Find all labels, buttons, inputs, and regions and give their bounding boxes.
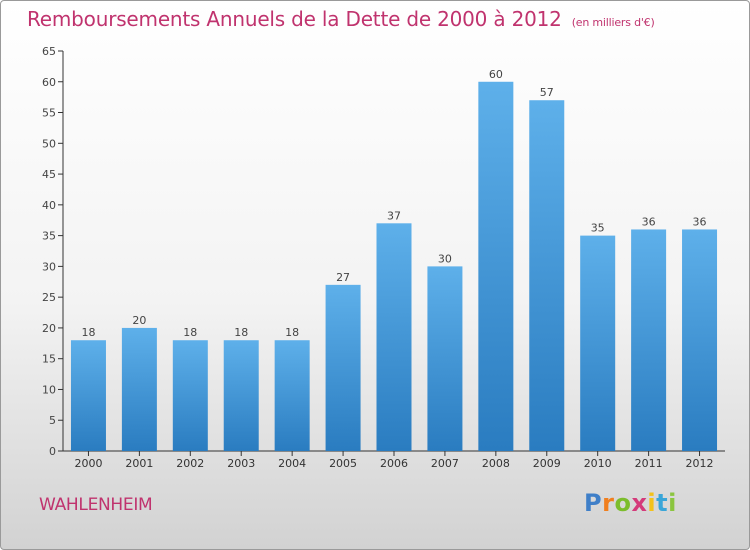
bar bbox=[427, 266, 463, 451]
y-tick-label: 65 bbox=[42, 45, 56, 58]
bar-value-label: 60 bbox=[489, 68, 503, 81]
x-tick-label: 2007 bbox=[431, 457, 459, 470]
y-tick-label: 45 bbox=[42, 168, 56, 181]
unit-note: (en milliers d'€) bbox=[571, 16, 655, 29]
bar-value-label: 36 bbox=[693, 215, 707, 228]
x-tick-label: 2010 bbox=[584, 457, 612, 470]
y-tick-label: 10 bbox=[42, 383, 56, 396]
logo-letter: t bbox=[656, 489, 669, 517]
bar bbox=[121, 327, 157, 451]
bar bbox=[631, 229, 667, 451]
bar-value-label: 30 bbox=[438, 252, 452, 265]
logo-letter: i bbox=[647, 489, 657, 517]
y-tick-label: 20 bbox=[42, 322, 56, 335]
x-tick-label: 2001 bbox=[125, 457, 153, 470]
bar bbox=[325, 284, 361, 451]
y-tick-label: 50 bbox=[42, 137, 56, 150]
bar bbox=[70, 340, 106, 451]
proxiti-logo: Proxiti bbox=[584, 489, 677, 517]
logo-letter: P bbox=[584, 489, 603, 517]
bar bbox=[478, 81, 514, 452]
bar bbox=[529, 100, 565, 451]
x-tick-label: 2011 bbox=[635, 457, 663, 470]
axes: 0 5 10 15 20 25 30 35 40 45 50 55 60 65 2000 2001 2002 20… bbox=[42, 45, 725, 470]
y-tick-label: 0 bbox=[49, 445, 56, 458]
bar bbox=[580, 235, 616, 451]
logo-letter: o bbox=[614, 489, 632, 517]
bar-value-label: 36 bbox=[642, 215, 656, 228]
bar bbox=[172, 340, 208, 451]
bar-value-label: 18 bbox=[81, 326, 95, 339]
x-tick-label: 2006 bbox=[380, 457, 408, 470]
bar-value-label: 35 bbox=[591, 222, 605, 235]
x-tick-label: 2000 bbox=[74, 457, 102, 470]
bar bbox=[682, 229, 718, 451]
x-tick-label: 2008 bbox=[482, 457, 510, 470]
city-name: WAHLENHEIM bbox=[39, 495, 153, 515]
x-tick-label: 2005 bbox=[329, 457, 357, 470]
y-tick-label: 35 bbox=[42, 230, 56, 243]
bar-value-label: 18 bbox=[183, 326, 197, 339]
chart-title-text: Remboursements Annuels de la Dette de 20… bbox=[27, 7, 562, 31]
bar-value-label: 18 bbox=[285, 326, 299, 339]
bar bbox=[376, 223, 412, 451]
bar bbox=[223, 340, 259, 451]
logo-letter: r bbox=[602, 489, 615, 517]
y-tick-label: 5 bbox=[49, 414, 56, 427]
bar-value-label: 37 bbox=[387, 209, 401, 222]
logo-letter: i bbox=[668, 489, 677, 517]
x-tick-label: 2009 bbox=[533, 457, 561, 470]
bar-value-label: 27 bbox=[336, 271, 350, 284]
x-tick-label: 2003 bbox=[227, 457, 255, 470]
bar-value-label: 20 bbox=[132, 314, 146, 327]
y-tick-label: 60 bbox=[42, 76, 56, 89]
x-tick-label: 2004 bbox=[278, 457, 306, 470]
x-tick-label: 2002 bbox=[176, 457, 204, 470]
bar bbox=[274, 340, 310, 451]
y-tick-label: 30 bbox=[42, 260, 56, 273]
bar-value-label: 18 bbox=[234, 326, 248, 339]
bar-value-label: 57 bbox=[540, 86, 554, 99]
y-tick-label: 55 bbox=[42, 107, 56, 120]
y-tick-label: 15 bbox=[42, 353, 56, 366]
logo-letter: x bbox=[631, 489, 648, 517]
chart-title: Remboursements Annuels de la Dette de 20… bbox=[27, 7, 655, 31]
y-tick-label: 25 bbox=[42, 291, 56, 304]
x-tick-label: 2012 bbox=[686, 457, 714, 470]
bars: 18 20 18 18 18 27 37 30 60 57 35 36 36 bbox=[70, 68, 718, 452]
y-tick-label: 40 bbox=[42, 199, 56, 212]
